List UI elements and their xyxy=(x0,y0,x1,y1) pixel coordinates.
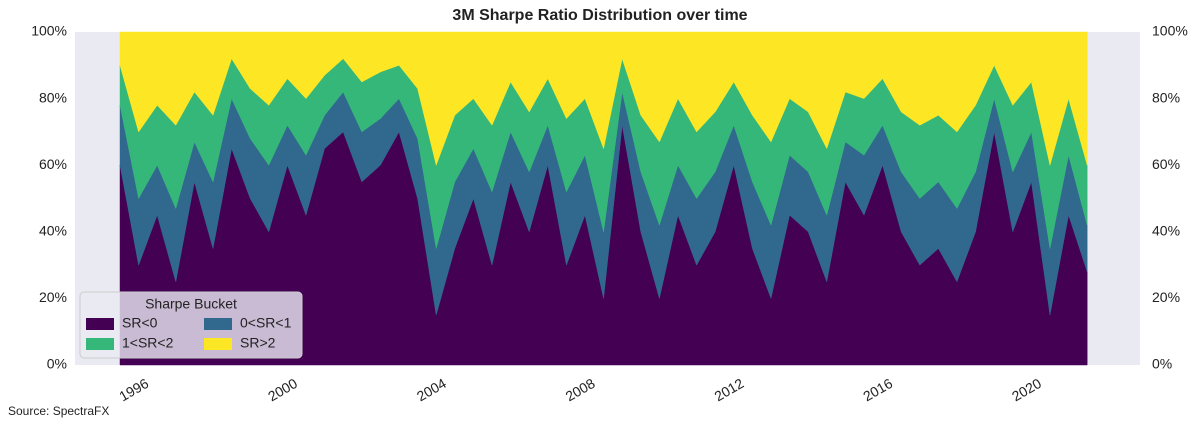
y2-tick-label: 0% xyxy=(1152,356,1172,372)
legend-box xyxy=(79,291,303,359)
source-note: Source: SpectraFX xyxy=(8,404,109,418)
area-3 xyxy=(119,31,1088,167)
y-tick-label: 60% xyxy=(39,156,67,172)
y2-tick-label: 100% xyxy=(1152,23,1188,39)
y2-tick-label: 40% xyxy=(1152,223,1180,239)
y2-tick-label: 20% xyxy=(1152,289,1180,305)
legend-swatch xyxy=(86,338,114,350)
legend-swatch xyxy=(86,318,114,330)
chart-title: 3M Sharpe Ratio Distribution over time xyxy=(452,7,747,24)
y-tick-label: 100% xyxy=(31,23,67,39)
y2-tick-label: 60% xyxy=(1152,156,1180,172)
areas xyxy=(119,31,1088,366)
y-tick-label: 20% xyxy=(39,289,67,305)
x-tick-label: 1996 xyxy=(116,375,151,405)
x-tick-label: 2008 xyxy=(563,375,598,405)
legend-label: 1<SR<2 xyxy=(122,335,174,351)
y2-tick-label: 80% xyxy=(1152,89,1180,105)
legend-label: SR<0 xyxy=(122,315,158,331)
y-tick-label: 0% xyxy=(47,356,67,372)
legend-label: SR>2 xyxy=(240,335,276,351)
y-tick-label: 80% xyxy=(39,89,67,105)
legend-title: Sharpe Bucket xyxy=(145,296,237,312)
legend-swatch xyxy=(204,318,232,330)
x-tick-label: 2000 xyxy=(265,375,300,405)
x-tick-label: 2020 xyxy=(1009,375,1044,405)
legend-label: 0<SR<1 xyxy=(240,315,292,331)
x-tick-label: 2012 xyxy=(711,375,746,405)
x-tick-label: 2004 xyxy=(414,375,449,405)
y-tick-label: 40% xyxy=(39,223,67,239)
legend: Sharpe Bucket SR<0 0<SR<1 1<SR<2 SR>2 xyxy=(79,291,303,359)
legend-swatch xyxy=(204,338,232,350)
x-tick-label: 2016 xyxy=(860,375,895,405)
